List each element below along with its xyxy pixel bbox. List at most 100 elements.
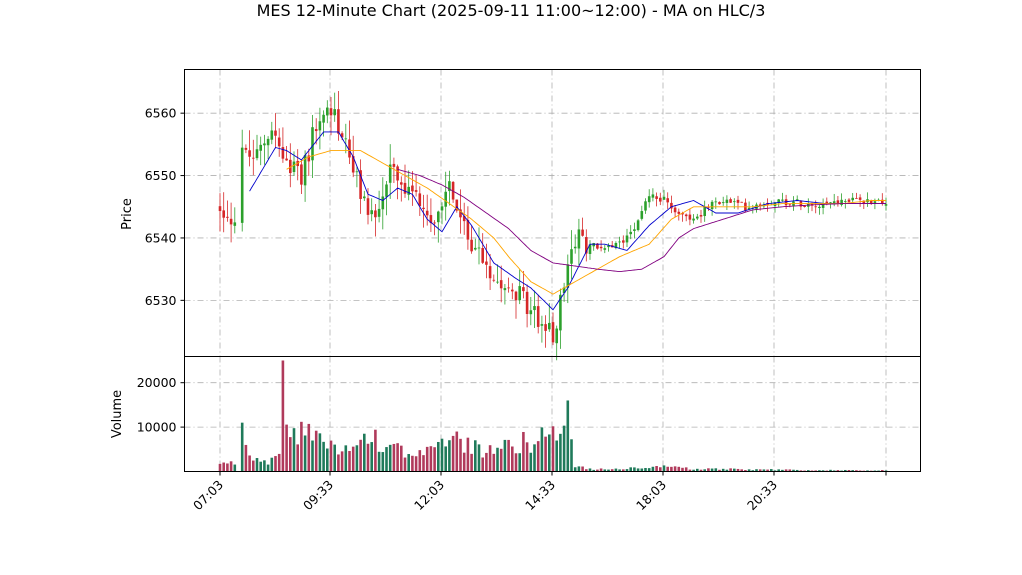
candle-body (714, 201, 718, 203)
volume-bar (303, 435, 307, 472)
candle-body (444, 191, 447, 207)
candle-body (814, 206, 817, 208)
price-axis-title: Price (120, 198, 135, 230)
volume-panel: 10000 20000 (137, 356, 921, 472)
volume-bar (758, 469, 762, 472)
volume-bar (507, 439, 510, 472)
candle-body (629, 231, 632, 235)
volume-bar (666, 466, 669, 472)
candle-body (718, 201, 721, 205)
candle-body (281, 147, 285, 159)
volume-bar (718, 469, 721, 472)
price-tick-label: 6560 (145, 106, 177, 121)
volume-bar (799, 470, 803, 472)
volume-bar (784, 469, 788, 472)
candle-body (548, 322, 551, 330)
volume-bar (762, 469, 766, 472)
volume-bar (518, 453, 521, 472)
volume-bar (366, 443, 370, 472)
x-tick-label: 09:33 (300, 477, 336, 513)
volume-bar (788, 469, 792, 472)
candle-body (818, 206, 821, 209)
candle-body (529, 310, 533, 315)
volume-bar (240, 422, 244, 472)
candle-body (511, 289, 514, 292)
candle-body (370, 210, 373, 215)
candle-body (240, 147, 244, 223)
candle-body (788, 204, 792, 206)
candle-body (710, 201, 714, 210)
candle-body (499, 280, 503, 289)
volume-bar (640, 468, 644, 472)
volume-bar (866, 470, 869, 472)
volume-bar (281, 360, 285, 472)
volume-bar (218, 463, 222, 472)
candle-body (289, 159, 292, 174)
candle-body (777, 199, 780, 203)
candle-body (733, 201, 736, 203)
volume-bar (388, 444, 392, 472)
volume-bar (229, 461, 233, 472)
candle-body (233, 222, 237, 226)
volume-bar (566, 400, 570, 472)
volume-bar (818, 470, 821, 472)
x-tick-label: 20:33 (744, 477, 780, 513)
volume-bar (647, 468, 651, 472)
candle-body (355, 171, 359, 173)
candle-body (659, 197, 662, 202)
candle-body (699, 215, 703, 217)
volume-bar (610, 469, 614, 472)
chart-title: MES 12-Minute Chart (2025-09-11 11:00~12… (257, 1, 766, 20)
candle-body (285, 158, 288, 161)
volume-bar (614, 468, 618, 472)
volume-bar (807, 470, 810, 472)
candle-body (684, 214, 688, 217)
candle-body (729, 199, 732, 203)
volume-bar (655, 466, 658, 472)
candle-body (803, 205, 806, 208)
candle-body (396, 166, 399, 181)
volume-bar (222, 462, 225, 472)
candle-body (881, 199, 884, 204)
candle-body (566, 264, 570, 288)
volume-bar (414, 456, 418, 472)
candle-body (873, 201, 877, 204)
candle-body (869, 201, 873, 204)
candle-body (470, 239, 473, 252)
volume-bar (707, 468, 710, 472)
volume-bar (592, 469, 595, 472)
volume-bar (821, 470, 825, 472)
volume-bar (555, 440, 558, 472)
candle-body (736, 199, 740, 203)
volume-bar (525, 442, 529, 472)
candle-body (333, 109, 336, 116)
candle-body (418, 193, 422, 207)
candle-body (337, 109, 340, 134)
candle-body (840, 199, 843, 205)
volume-bar (459, 438, 462, 472)
candle-body (388, 164, 392, 183)
candle-body (496, 281, 499, 283)
candle-body (222, 210, 225, 218)
candle-body (263, 143, 266, 146)
candle-body (781, 199, 784, 201)
candle-body (385, 184, 388, 197)
candle-body (462, 216, 466, 222)
candle-body (588, 244, 592, 254)
volume-bar (588, 468, 592, 472)
volume-bar (747, 469, 751, 472)
candle-body (229, 218, 233, 225)
volume-bar (688, 469, 692, 472)
volume-bar (670, 466, 673, 472)
candle-body (292, 161, 296, 173)
candle-body (255, 149, 259, 159)
candle-body (259, 144, 262, 151)
volume-bar (522, 431, 525, 472)
volume-bar (832, 470, 836, 472)
candle-body (740, 201, 743, 203)
volume-bar (470, 453, 473, 472)
candle-body (492, 279, 496, 281)
volume-bar (692, 469, 695, 472)
candle-body (688, 214, 692, 220)
candle-body (429, 215, 433, 224)
